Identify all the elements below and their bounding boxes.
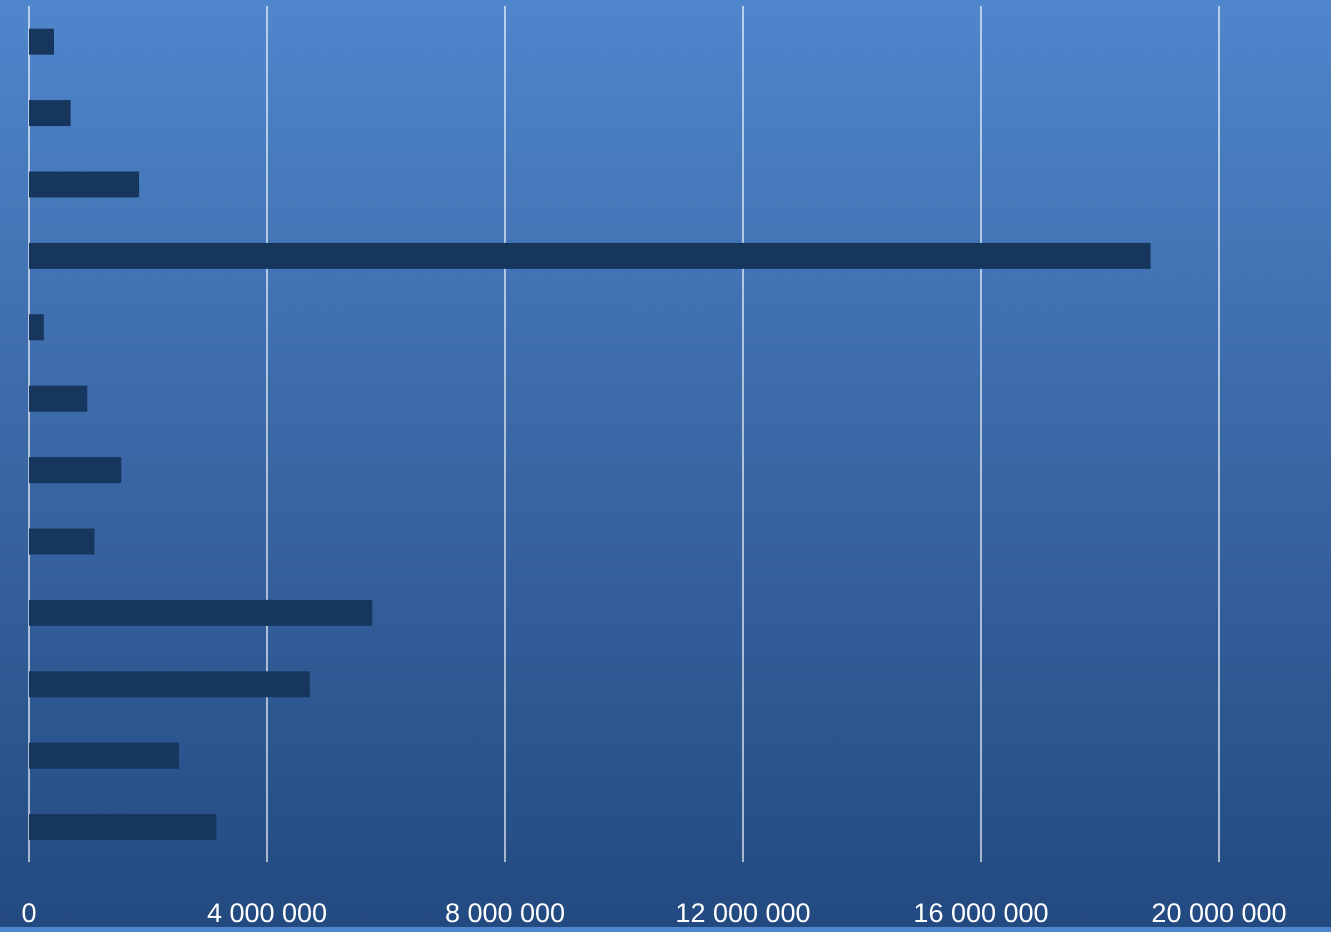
x-tick-label-0: 0	[21, 898, 36, 927]
bar-8	[29, 528, 95, 555]
bar-12	[29, 814, 217, 841]
bar-5	[29, 314, 44, 341]
bar-10	[29, 671, 310, 698]
bar-6	[29, 385, 88, 412]
bar-11	[29, 742, 179, 769]
x-tick-label-5: 20 000 000	[1151, 898, 1286, 927]
bar-7	[29, 457, 122, 484]
bar-4	[29, 242, 1151, 269]
bar-9	[29, 599, 373, 626]
x-tick-label-4: 16 000 000	[913, 898, 1048, 927]
bar-3	[29, 171, 140, 198]
bars	[29, 28, 1151, 841]
bar-1	[29, 28, 54, 55]
x-axis-tick-labels: 0 4 000 000 8 000 000 12 000 000 16 000 000 2…	[21, 898, 1286, 928]
x-tick-label-1: 4 000 000	[207, 898, 327, 927]
x-tick-label-2: 8 000 000	[445, 898, 565, 927]
bar-2	[29, 100, 71, 127]
gridlines	[28, 6, 1220, 862]
x-tick-label-3: 12 000 000	[675, 898, 810, 927]
